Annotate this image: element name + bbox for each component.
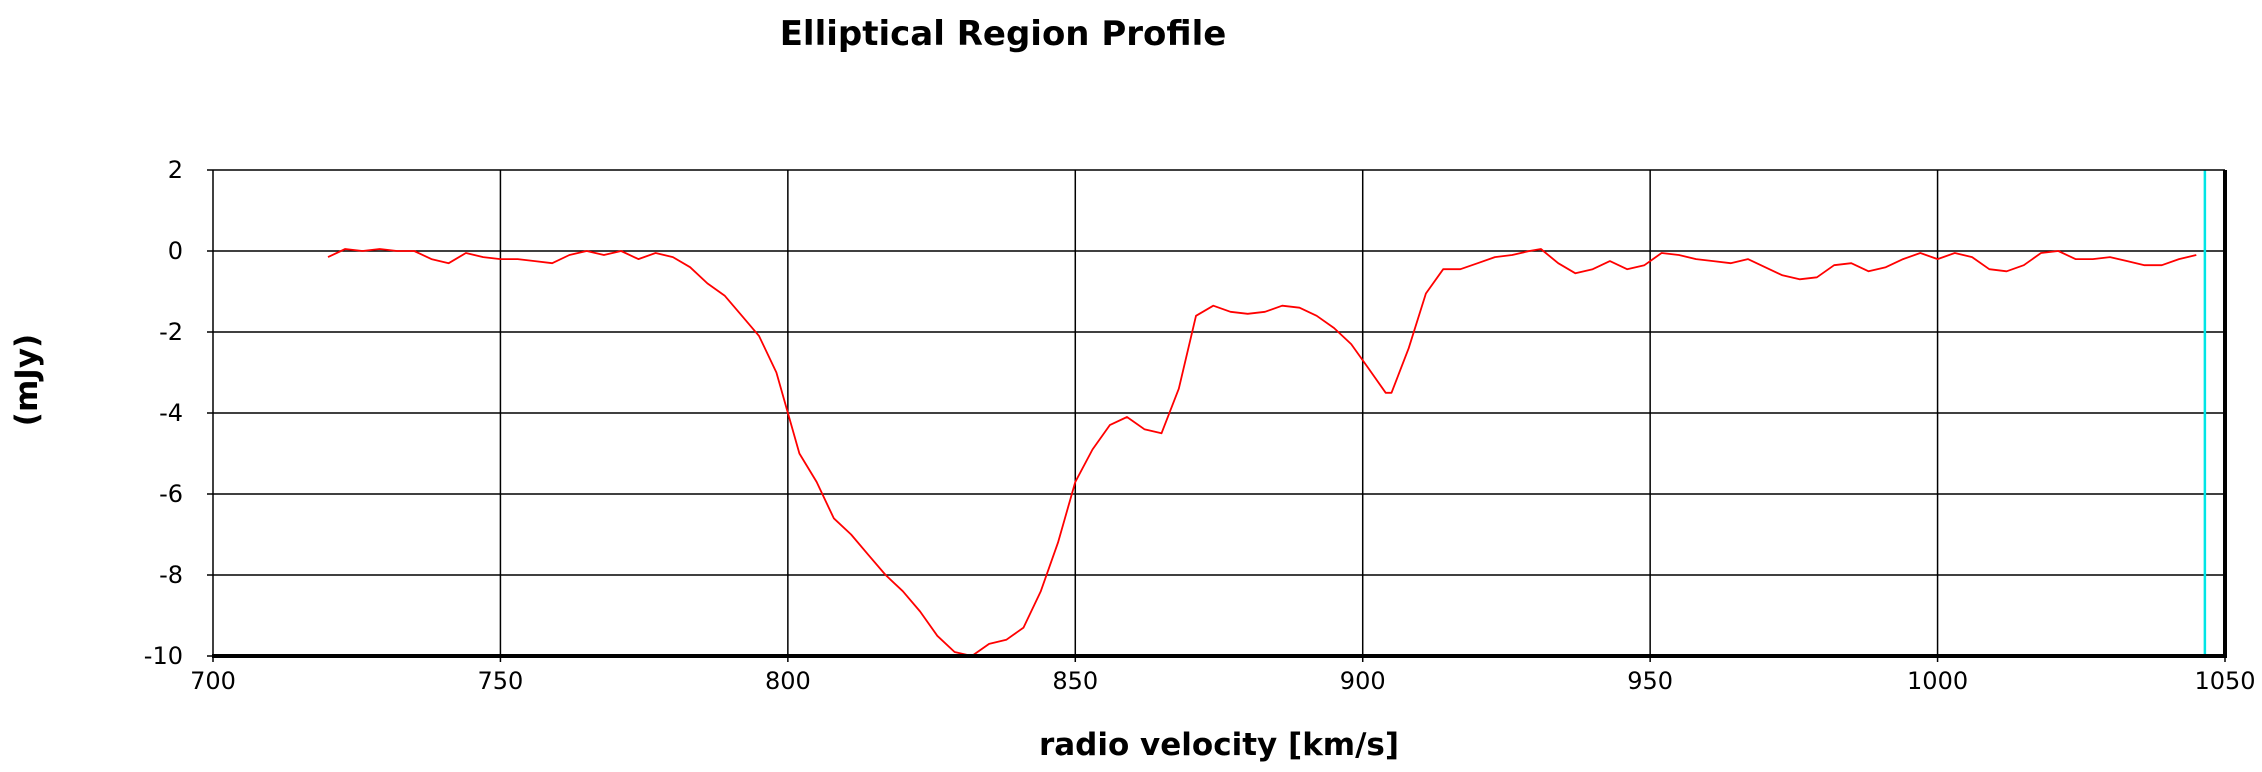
series-layer xyxy=(327,170,2207,657)
y-tick-label: 0 xyxy=(168,237,183,265)
x-tick-label: 850 xyxy=(1052,667,1098,695)
y-axis-label: (mJy) xyxy=(9,334,45,426)
plot-frame xyxy=(207,169,2227,662)
x-tick-label: 900 xyxy=(1340,667,1386,695)
y-tick-label: -6 xyxy=(159,480,183,508)
x-tick-label: 750 xyxy=(478,667,524,695)
grid xyxy=(213,170,2225,656)
x-axis-label: radio velocity [km/s] xyxy=(1039,727,1399,763)
chart-title: Elliptical Region Profile xyxy=(780,14,1227,54)
y-tick-label: -4 xyxy=(159,399,183,427)
x-tick-label: 950 xyxy=(1627,667,1673,695)
series-line xyxy=(327,248,2197,657)
x-tick-label: 700 xyxy=(190,667,236,695)
x-tick-label: 1050 xyxy=(2194,667,2255,695)
y-tick-label: 2 xyxy=(168,156,183,184)
y-tick-label: -2 xyxy=(159,318,183,346)
y-tick-label: -8 xyxy=(159,561,183,589)
x-tick-label: 800 xyxy=(765,667,811,695)
x-axis-ticks: 700 750 800 850 900 950 1000 1050 xyxy=(190,667,2255,695)
y-axis-ticks: 2 0 -2 -4 -6 -8 -10 xyxy=(144,156,183,670)
x-tick-label: 1000 xyxy=(1907,667,1968,695)
y-tick-label: -10 xyxy=(144,642,183,670)
